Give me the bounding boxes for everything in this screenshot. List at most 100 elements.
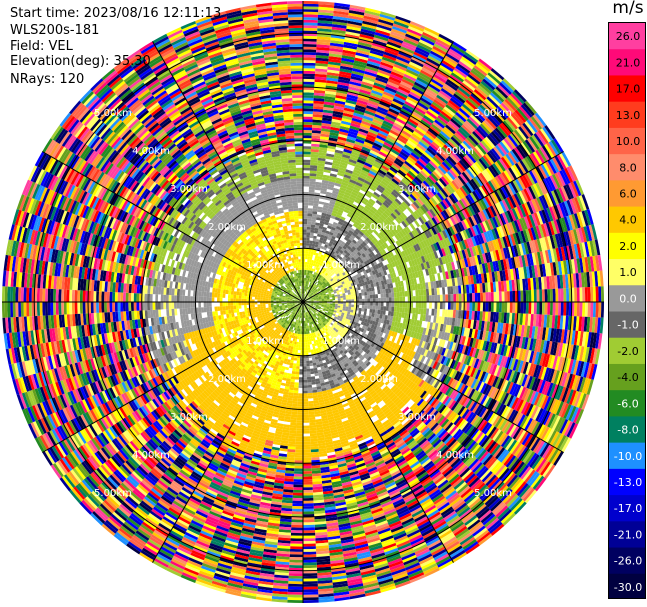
velocity-gate <box>316 270 319 274</box>
velocity-gate <box>337 303 341 306</box>
velocity-gate <box>308 200 314 204</box>
velocity-gate <box>333 204 340 210</box>
velocity-gate <box>428 53 443 63</box>
velocity-gate <box>376 74 389 82</box>
velocity-gate <box>303 240 307 243</box>
velocity-gate <box>309 279 312 282</box>
velocity-gate <box>304 294 306 297</box>
velocity-gate <box>401 78 414 87</box>
velocity-gate <box>423 302 427 309</box>
velocity-gate <box>370 298 373 302</box>
velocity-gate <box>420 308 424 315</box>
velocity-gate <box>303 291 305 294</box>
velocity-gate <box>306 226 311 230</box>
velocity-gate <box>313 95 325 99</box>
velocity-gate <box>305 275 308 279</box>
velocity-gate <box>376 135 386 142</box>
velocity-gate <box>325 191 333 196</box>
velocity-gate <box>364 302 368 306</box>
velocity-gate <box>322 226 328 231</box>
velocity-gate <box>474 292 478 302</box>
velocity-gate <box>323 171 331 176</box>
velocity-gate <box>391 306 395 312</box>
velocity-gate <box>422 64 436 74</box>
velocity-gate <box>396 56 411 64</box>
velocity-gate <box>313 275 317 279</box>
velocity-gate <box>333 157 342 162</box>
velocity-gate <box>315 55 329 59</box>
velocity-gate <box>390 71 404 79</box>
velocity-gate <box>344 171 353 177</box>
velocity-gate <box>363 73 377 80</box>
velocity-gate <box>313 260 317 264</box>
velocity-gate <box>313 200 319 204</box>
velocity-gate <box>361 146 371 153</box>
velocity-gate <box>315 261 319 265</box>
velocity-gate <box>354 166 362 172</box>
velocity-gate <box>310 251 314 255</box>
velocity-gate <box>376 72 390 79</box>
velocity-gate <box>450 294 454 302</box>
velocity-gate <box>325 158 334 163</box>
velocity-gate <box>358 154 368 160</box>
velocity-gate <box>375 174 384 181</box>
velocity-gate <box>303 100 314 104</box>
velocity-gate <box>323 264 327 269</box>
velocity-gate <box>329 134 339 139</box>
velocity-gate <box>320 260 324 264</box>
velocity-gate <box>369 50 384 57</box>
velocity-gate <box>325 230 330 235</box>
velocity-gate <box>582 302 586 317</box>
velocity-gate <box>361 295 365 299</box>
velocity-gate <box>563 302 567 316</box>
velocity-gate <box>335 225 341 231</box>
velocity-gate <box>592 302 596 318</box>
velocity-gate <box>303 210 308 214</box>
velocity-gate <box>309 267 312 271</box>
velocity-gate <box>373 37 388 44</box>
velocity-gate <box>304 277 306 281</box>
velocity-gate <box>395 90 408 99</box>
velocity-gate <box>310 157 319 161</box>
velocity-gate <box>330 215 336 220</box>
velocity-gate <box>305 289 308 292</box>
velocity-gate <box>498 291 502 302</box>
velocity-gate <box>333 8 350 13</box>
velocity-gate <box>353 62 367 69</box>
velocity-gate <box>372 305 376 310</box>
velocity-gate <box>312 208 318 212</box>
velocity-gate <box>308 287 311 290</box>
velocity-gate <box>426 57 441 67</box>
velocity-gate <box>319 147 328 151</box>
velocity-gate <box>343 220 349 226</box>
velocity-gate <box>312 122 322 126</box>
velocity-gate <box>310 227 315 231</box>
velocity-gate <box>303 62 316 66</box>
velocity-gate <box>330 34 345 40</box>
velocity-gate <box>327 222 333 227</box>
velocity-gate <box>386 297 390 302</box>
velocity-gate <box>531 302 535 315</box>
velocity-gate <box>318 1 335 6</box>
velocity-gate <box>303 57 316 61</box>
velocity-gate <box>345 169 354 174</box>
velocity-gate <box>335 146 344 152</box>
velocity-gate <box>311 221 316 225</box>
velocity-gate <box>420 69 434 79</box>
velocity-gate <box>365 159 374 166</box>
velocity-gate <box>400 46 415 54</box>
velocity-gate <box>327 64 341 69</box>
velocity-gate <box>318 152 327 156</box>
velocity-gate <box>303 250 306 254</box>
velocity-gate <box>307 286 310 290</box>
velocity-gate <box>417 41 433 51</box>
velocity-gate <box>396 296 400 302</box>
velocity-gate <box>525 302 529 314</box>
velocity-gate <box>396 302 400 308</box>
velocity-gate <box>333 154 342 160</box>
velocity-gate <box>381 146 391 153</box>
velocity-gate <box>314 90 326 94</box>
velocity-gate <box>370 47 385 55</box>
velocity-gate <box>379 64 393 72</box>
velocity-gate <box>378 151 388 158</box>
